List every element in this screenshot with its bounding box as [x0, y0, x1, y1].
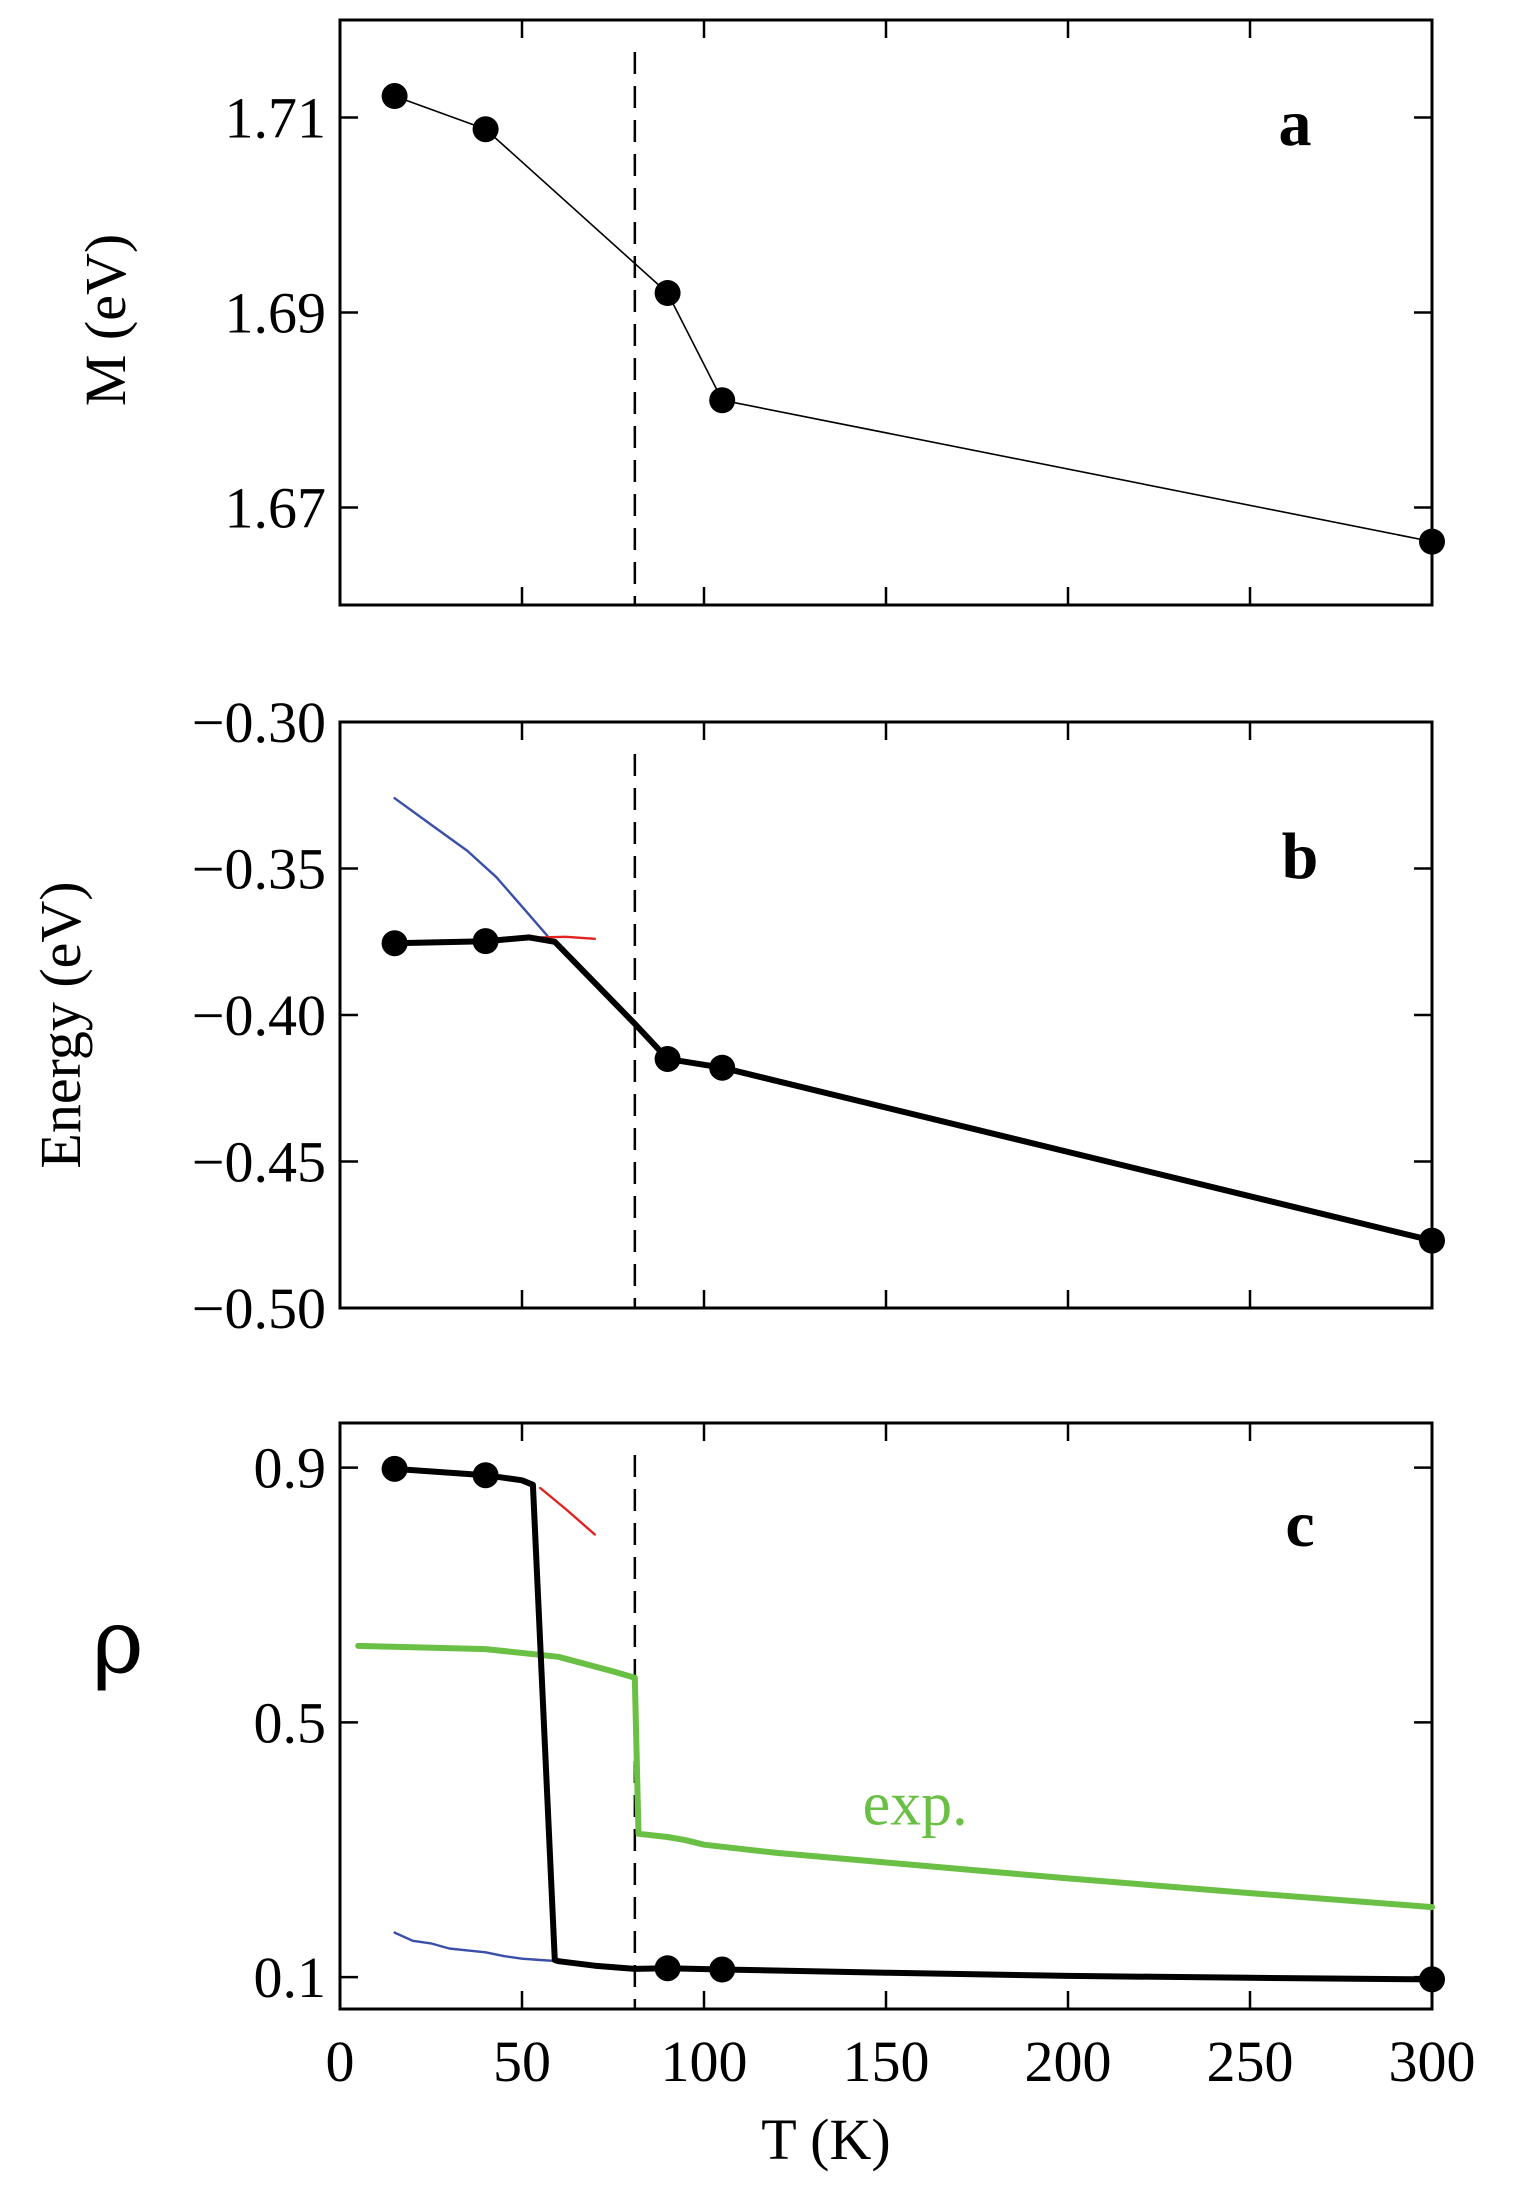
data-point — [654, 1955, 681, 1982]
plot-frame — [338, 720, 1434, 1310]
series-line-black — [391, 1465, 1435, 1983]
series-line-blue — [393, 797, 549, 938]
series-line-red — [539, 1486, 596, 1536]
plot-frame — [338, 18, 1434, 607]
x-axis-title: T (K) — [761, 2107, 890, 2172]
y-tick-label: 1.69 — [225, 281, 327, 346]
series-line-exp — [355, 1642, 1435, 1911]
y-tick-label: −0.35 — [192, 837, 326, 902]
y-tick-label: 1.71 — [225, 86, 327, 151]
x-tick-label: 100 — [661, 2029, 748, 2094]
y-axis-title: ρ — [92, 1590, 144, 1693]
data-point — [709, 1956, 736, 1983]
y-tick-label: 0.5 — [254, 1690, 327, 1755]
data-point — [654, 1045, 681, 1072]
series-line-blue — [393, 1931, 560, 1963]
panel-c: 0.1 0.5 0.9 0 50 100 150 200 250 300 ρ c exp. T (K) — [92, 1421, 1476, 2172]
data-point — [654, 280, 681, 306]
series-line-black — [391, 934, 1435, 1244]
exp-annotation: exp. — [863, 1770, 968, 1838]
data-point — [472, 116, 499, 143]
y-axis-title: Energy (eV) — [28, 881, 93, 1168]
x-tick-label: 250 — [1207, 2029, 1294, 2094]
y-tick-label: −0.40 — [192, 983, 326, 1048]
data-point — [381, 83, 408, 110]
panel-label: b — [1282, 820, 1319, 893]
x-tick-label: 200 — [1025, 2029, 1112, 2094]
y-tick-label: −0.30 — [192, 690, 326, 755]
y-axis-title: M (eV) — [73, 234, 138, 406]
x-tick-label: 150 — [843, 2029, 930, 2094]
x-tick-label: 50 — [493, 2029, 551, 2094]
data-point — [381, 930, 408, 957]
y-tick-label: −0.45 — [192, 1130, 326, 1195]
series-line-red — [539, 935, 596, 940]
data-point — [709, 1054, 736, 1081]
series-line-M — [393, 95, 1433, 543]
plot-frame — [338, 1421, 1434, 2011]
panel-label: a — [1279, 87, 1312, 160]
data-point — [1419, 528, 1445, 555]
x-tick-label: 0 — [326, 2029, 355, 2094]
y-tick-label: −0.50 — [192, 1276, 326, 1341]
panel-label: c — [1285, 1488, 1314, 1561]
data-point — [381, 1455, 408, 1482]
y-tick-label: 1.67 — [225, 476, 327, 541]
data-point — [472, 1462, 499, 1489]
data-point — [1419, 1227, 1445, 1254]
data-point — [472, 928, 499, 955]
data-point — [1419, 1966, 1445, 1993]
y-tick-label: 0.9 — [254, 1436, 327, 1501]
panel-b: −0.30 −0.35 −0.40 −0.45 −0.50 Energy (eV) b — [28, 690, 1445, 1341]
panel-a: 1.67 1.69 1.71 M (eV) a — [73, 18, 1445, 607]
y-tick-label: 0.1 — [254, 1945, 327, 2010]
x-tick-label: 300 — [1389, 2029, 1476, 2094]
data-point — [709, 387, 736, 414]
